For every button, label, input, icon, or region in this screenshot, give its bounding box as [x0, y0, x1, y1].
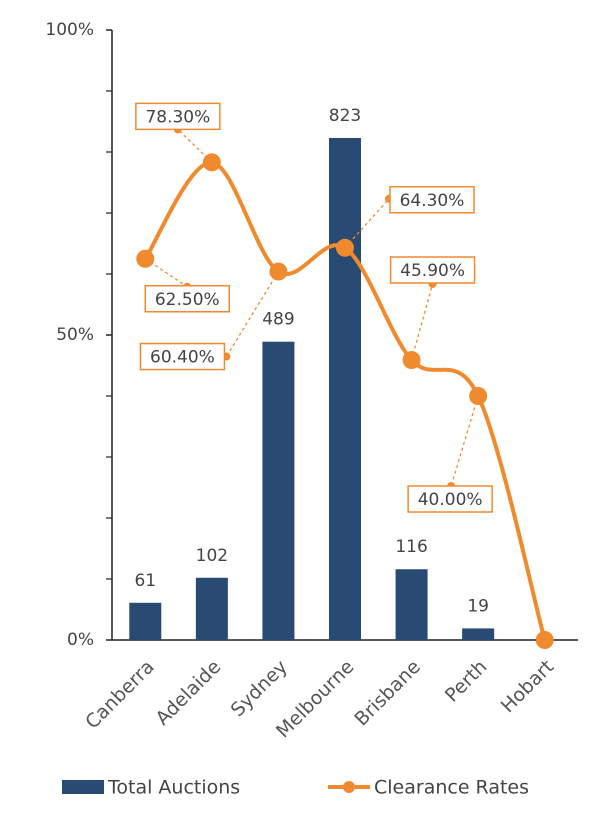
data-label-box [144, 285, 231, 313]
leader-line [344, 198, 390, 249]
x-tick-label: Brisbane [350, 656, 425, 731]
y-tick-label: 50% [56, 325, 94, 345]
bar [129, 602, 162, 640]
data-label-box [135, 102, 221, 131]
bar [395, 569, 428, 640]
data-label-box [389, 186, 475, 214]
leader-line [144, 258, 188, 288]
bar [329, 137, 361, 640]
data-label-box [407, 485, 493, 513]
bar-label: 19 [467, 596, 489, 616]
data-label: 40.00% [418, 490, 483, 510]
bar-label: 489 [262, 310, 294, 330]
legend-swatch-dot [343, 781, 355, 793]
bar-label: 61 [134, 571, 156, 591]
x-tick-label: Hobart [497, 656, 558, 717]
leader-line [450, 395, 479, 487]
data-label-box [139, 342, 226, 371]
y-tick-label: 0% [67, 630, 94, 650]
x-tick-label: Canberra [81, 656, 159, 734]
y-tick-label: 100% [45, 20, 94, 40]
leader-line [410, 283, 434, 361]
leader-line [177, 128, 213, 163]
leader-line [225, 271, 279, 357]
data-label: 60.40% [150, 348, 215, 368]
x-tick-label: Perth [441, 656, 492, 707]
x-tick-label: Sydney [227, 656, 292, 721]
legend-label: Total Auctions [107, 777, 240, 799]
data-label: 62.50% [155, 290, 220, 310]
bar [462, 628, 495, 640]
bar [195, 577, 228, 640]
data-label-box [389, 256, 476, 284]
bar-label: 823 [329, 106, 361, 126]
x-tick-label: Adelaide [151, 656, 225, 730]
legend-label: Clearance Rates [374, 777, 529, 799]
data-label: 45.90% [400, 261, 465, 281]
bar [262, 341, 295, 640]
bar-label: 116 [395, 537, 427, 557]
bar-label: 102 [196, 546, 228, 566]
legend-swatch [62, 780, 104, 794]
data-label: 64.30% [400, 191, 465, 211]
line-point [535, 631, 554, 649]
data-label: 78.30% [145, 107, 210, 127]
